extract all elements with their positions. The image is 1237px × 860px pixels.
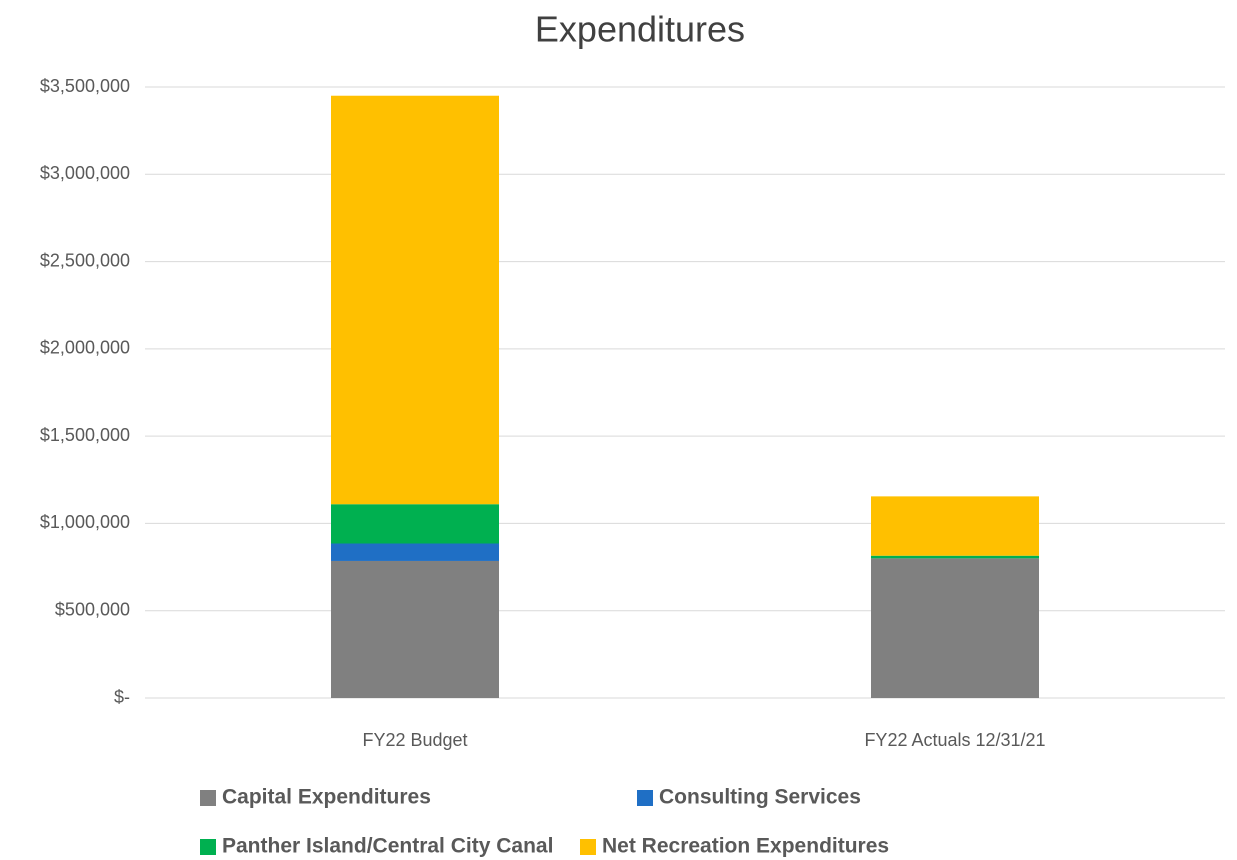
bar-segment xyxy=(331,504,499,544)
legend-label: Consulting Services xyxy=(659,786,861,809)
bar-segment xyxy=(871,555,1039,559)
legend-swatch xyxy=(200,790,216,806)
legend-swatch xyxy=(200,839,216,855)
legend-label: Capital Expenditures xyxy=(222,786,431,809)
y-tick-label: $500,000 xyxy=(55,599,130,619)
legend-label: Panther Island/Central City Canal xyxy=(222,835,553,858)
bar-segment xyxy=(331,560,499,698)
y-tick-label: $2,000,000 xyxy=(40,338,130,358)
x-tick-label: FY22 Actuals 12/31/21 xyxy=(864,730,1045,750)
legend-label: Net Recreation Expenditures xyxy=(602,835,889,858)
y-tick-label: $- xyxy=(114,687,130,707)
bar-segment xyxy=(331,543,499,561)
y-tick-label: $3,500,000 xyxy=(40,76,130,96)
bar-segment xyxy=(871,558,1039,698)
bar-segment xyxy=(331,95,499,505)
y-tick-label: $1,500,000 xyxy=(40,425,130,445)
y-tick-label: $1,000,000 xyxy=(40,512,130,532)
y-tick-label: $3,000,000 xyxy=(40,163,130,183)
legend-swatch xyxy=(580,839,596,855)
legend-swatch xyxy=(637,790,653,806)
chart-title: Expenditures xyxy=(535,9,745,50)
x-tick-label: FY22 Budget xyxy=(362,730,467,750)
bar-segment xyxy=(871,496,1039,556)
y-tick-label: $2,500,000 xyxy=(40,250,130,270)
